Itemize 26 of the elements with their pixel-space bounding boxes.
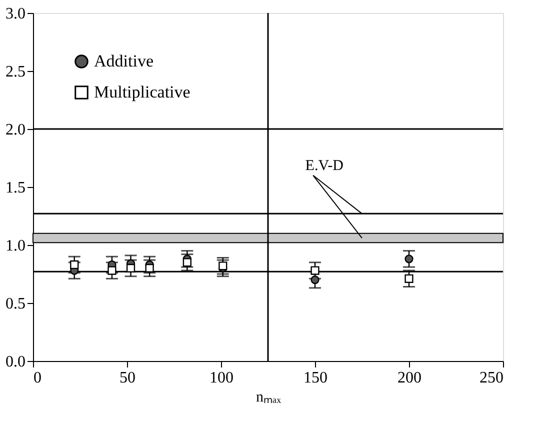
y-tick-label: 2.0 xyxy=(6,122,26,138)
x-tick-label: 200 xyxy=(398,370,422,386)
point xyxy=(108,266,116,275)
x-tick-label: 100 xyxy=(210,370,234,386)
point xyxy=(126,264,136,273)
x-tick-label: 0 xyxy=(34,370,42,386)
point xyxy=(310,266,320,275)
y-tick-label: 1.0 xyxy=(6,238,26,254)
point xyxy=(70,260,79,270)
y-tick-label: 1.5 xyxy=(6,180,26,196)
point xyxy=(310,276,320,284)
point xyxy=(182,258,192,267)
legend-label: Multiplicative xyxy=(94,82,190,102)
point xyxy=(145,264,154,273)
x-tick-label: 250 xyxy=(480,370,504,386)
point xyxy=(404,274,414,283)
x-axis-title: nₘₐₓ xyxy=(256,390,282,406)
x-tick-label: 150 xyxy=(304,370,328,386)
y-tick-label: 0.5 xyxy=(6,296,26,312)
annotation: E.V-D xyxy=(305,158,344,174)
legend-label: Additive xyxy=(94,52,154,70)
y-tick-label: 3.0 xyxy=(6,6,26,22)
x-tick-label: 50 xyxy=(120,370,136,386)
y-tick-label: 0.0 xyxy=(6,354,26,370)
point xyxy=(404,254,414,264)
y-tick-label: 2.5 xyxy=(6,64,26,80)
